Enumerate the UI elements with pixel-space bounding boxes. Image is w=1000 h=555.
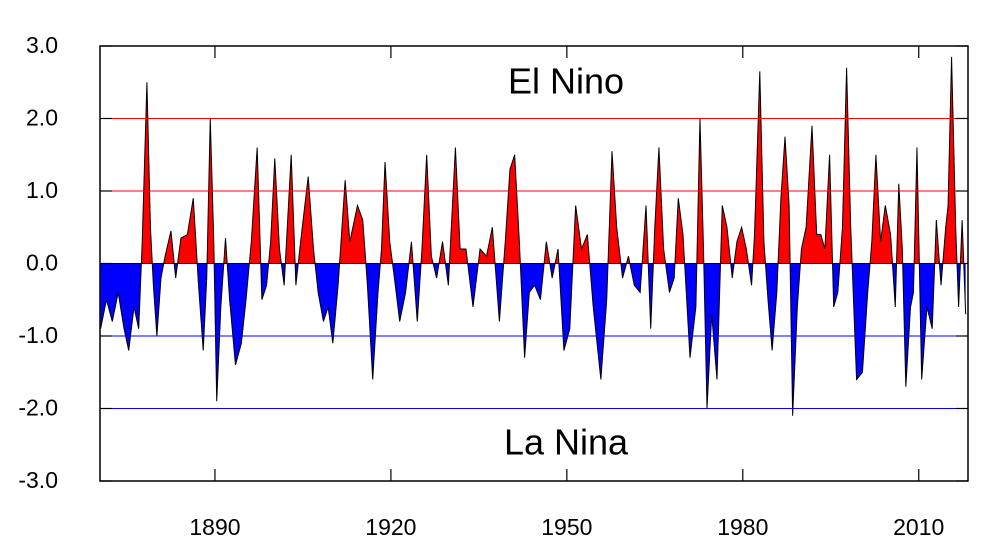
y-tick-label: -1.0 <box>18 322 58 348</box>
x-tick-label: 1920 <box>365 514 416 540</box>
x-tick-label: 2010 <box>893 514 944 540</box>
y-tick-label: 0.0 <box>26 250 58 276</box>
y-tick-label: -3.0 <box>18 467 58 493</box>
x-tick-label: 1950 <box>541 514 592 540</box>
x-tick-label: 1980 <box>717 514 768 540</box>
annotation: La Nina <box>504 422 629 463</box>
x-tick-label: 1890 <box>189 514 240 540</box>
y-tick-label: -2.0 <box>18 395 58 421</box>
annotation: El Nino <box>508 61 624 102</box>
positive-area <box>100 56 966 264</box>
y-tick-label: 2.0 <box>26 105 58 131</box>
y-tick-label: 1.0 <box>26 177 58 203</box>
y-tick-label: 3.0 <box>26 32 58 58</box>
series-line <box>100 56 967 416</box>
negative-area <box>100 263 966 416</box>
plot-frame <box>99 45 969 482</box>
